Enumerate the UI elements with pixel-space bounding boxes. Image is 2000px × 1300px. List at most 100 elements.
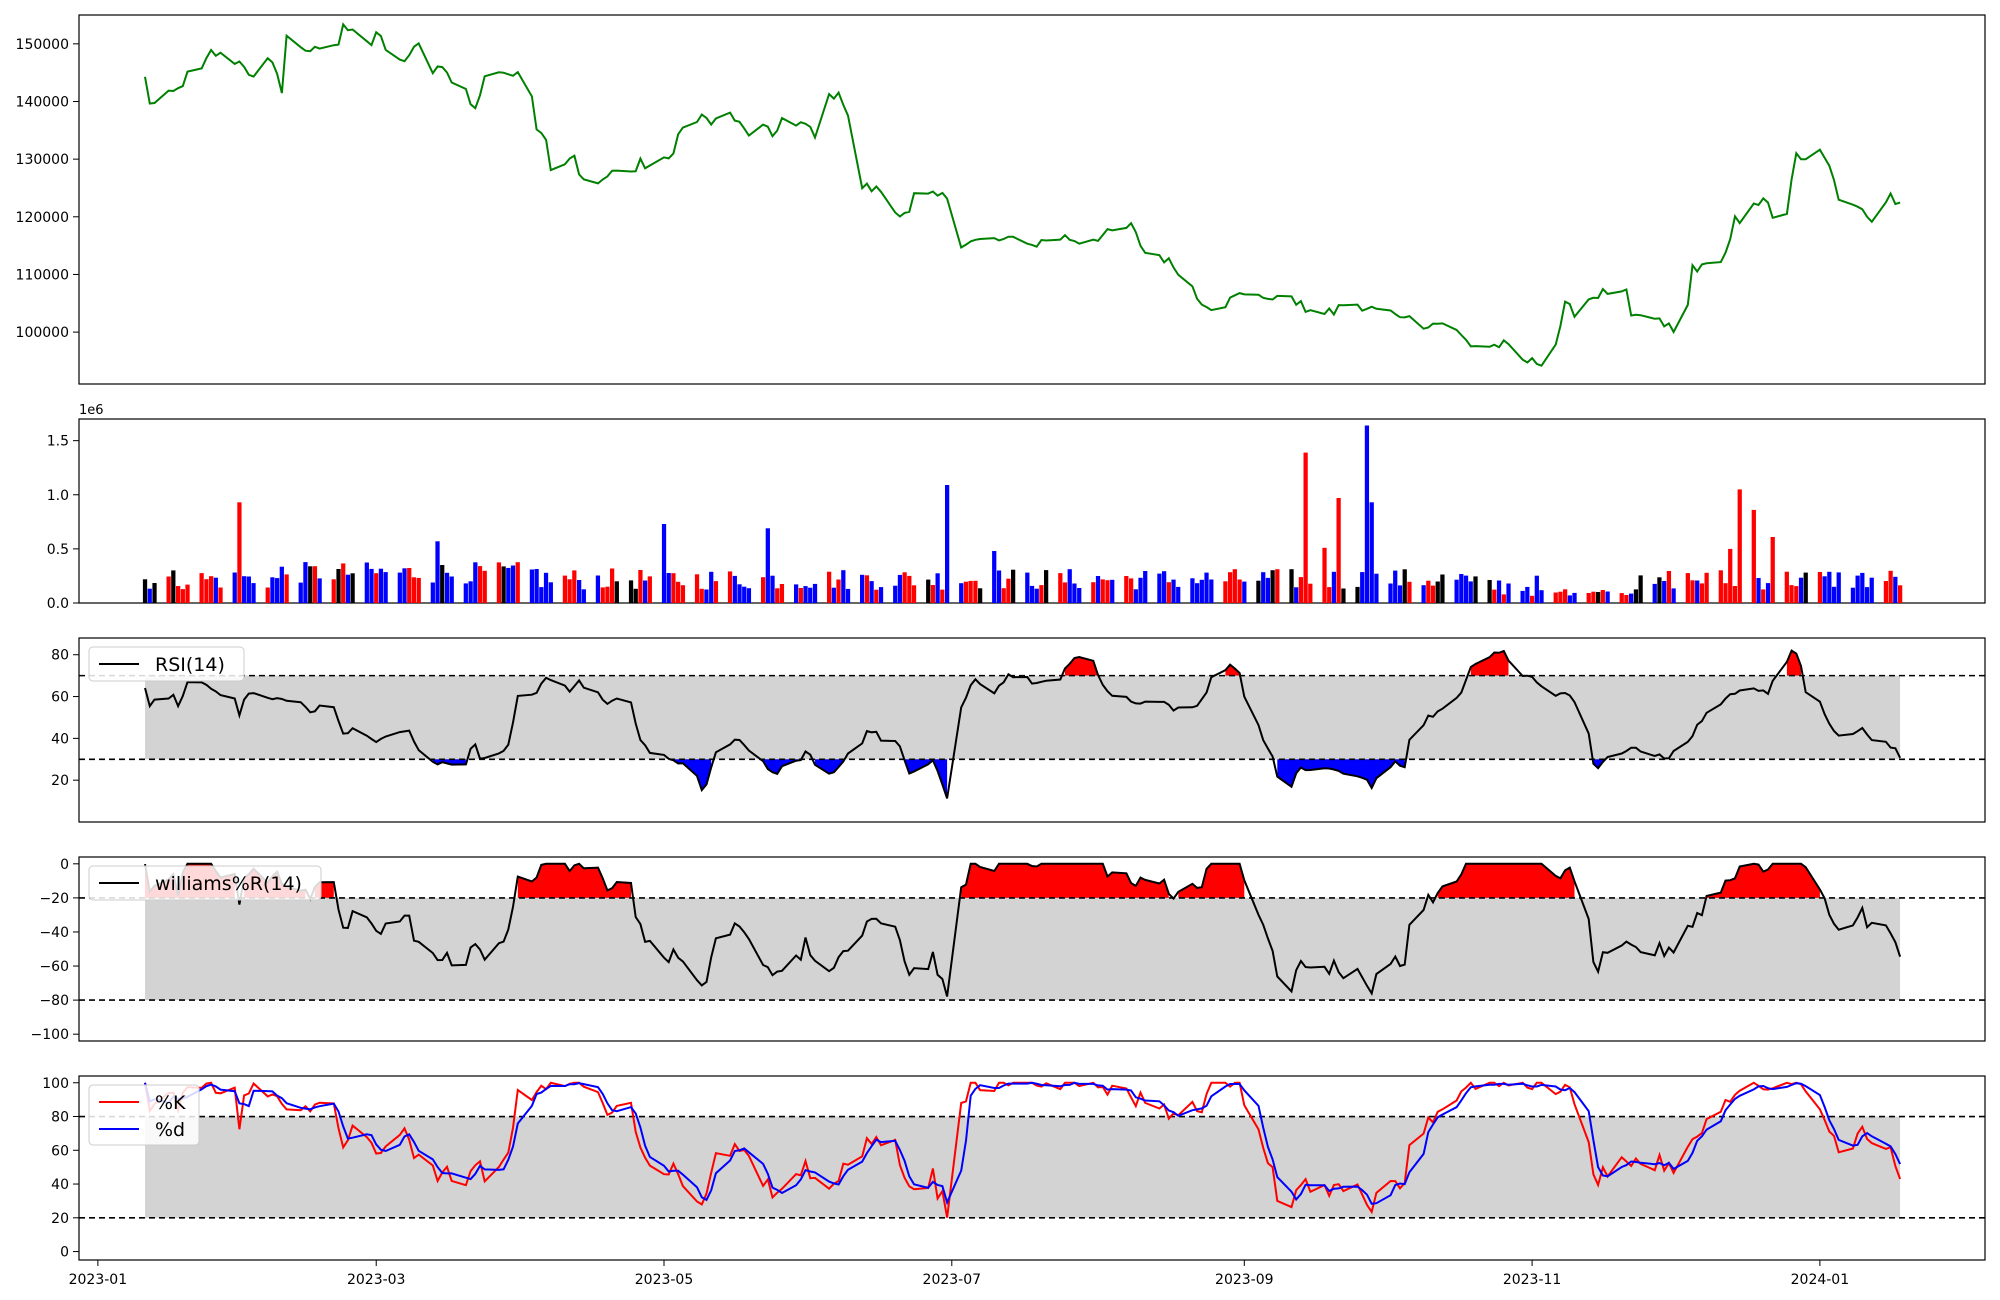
volume-bar [1586,593,1591,603]
volume-bar [1209,579,1214,603]
volume-bar [1898,585,1903,603]
y-tick-label: 60 [51,1143,69,1159]
volume-bar [1133,589,1138,603]
volume-bar [1397,585,1403,603]
volume-bar [312,566,318,603]
volume-bar [1850,587,1856,603]
volume-bar [1695,580,1700,603]
volume-bar [166,576,171,603]
volume-bar [1567,595,1572,603]
volume-bar [676,581,681,603]
volume-bar [1105,580,1110,603]
volume-bar [1468,581,1473,603]
volume-bar [1435,581,1440,603]
volume-bar [878,587,884,603]
volume-bar [218,587,223,603]
volume-bar [1459,574,1464,603]
volume-bar [1440,574,1445,603]
oversold-fill [673,759,712,791]
volume-bar [1765,583,1771,603]
volume-bar [1539,590,1544,603]
volume-bar [496,562,502,603]
volume-bar [1600,590,1605,603]
volume-bar [713,581,719,603]
volume-bar [345,574,351,603]
volume-bar [1162,571,1167,603]
y-tick-label: 0 [60,857,69,873]
volume-bar [1199,579,1204,603]
volume-bar [1794,586,1799,603]
volume-bar [1393,570,1398,603]
volume-bar [543,572,549,603]
volume-bar [1110,579,1115,603]
volume-bar [1294,587,1299,603]
y-tick-label: 130000 [16,152,69,168]
volume-bar [213,577,218,603]
volume-bar [1633,589,1639,603]
volume-bar [1421,585,1426,603]
volume-bar [973,580,978,603]
volume-bar [1605,591,1610,603]
volume-bar [1369,502,1374,603]
volume-bar [874,589,879,603]
volume-bar [246,576,251,603]
volume-bar [1822,576,1827,603]
volume-bar [643,580,648,603]
y-tick-label: −20 [39,891,69,907]
volume-bar [1638,575,1643,603]
volume-bar [308,566,313,603]
y-tick-label: 80 [51,1110,69,1126]
volume-bar [510,565,516,603]
volume-bar [1770,537,1775,603]
d-line [144,1081,1902,1206]
oversold-fill [432,759,466,765]
legend-label: %K [155,1092,186,1114]
volume-bar [704,589,709,603]
volume-bar [548,582,553,603]
volume-bar [534,569,539,603]
volume-bar [808,587,813,603]
volume-bar [397,572,402,603]
volume-bar [1756,578,1761,603]
y-tick-label: −100 [31,1027,69,1043]
volume-bar [1256,580,1261,603]
williams-panel: −100 −80 −60 −40 −20 0 williams%R(14) [31,856,1986,1043]
y-tick-label: 100000 [16,325,69,341]
volume-bar [1388,583,1393,603]
x-tick-label: 2023-01 [69,1272,128,1288]
volume-bar [242,576,247,603]
volume-bar [864,575,870,603]
volume-bar [270,577,275,603]
volume-bar [1129,578,1134,603]
volume-bar [303,562,308,603]
volume-bar [638,570,643,603]
volume-bar [1077,588,1082,603]
volume-bar [968,580,973,603]
volume-bar [1044,570,1049,603]
volume-bar [1463,575,1469,603]
y-tick-label: −40 [39,925,69,941]
volume-bar [1798,577,1804,603]
volume-bar [1364,425,1370,603]
volume-bar [610,568,615,603]
volume-bar [1685,573,1690,603]
volume-bar [1190,578,1195,603]
volume-bar [926,579,931,603]
volume-bar [1402,569,1407,603]
y-tick-label: −60 [39,959,69,975]
volume-bar [317,578,322,603]
overbought-fill [1065,657,1098,676]
volume-bar [1228,572,1233,603]
volume-bar [1270,570,1275,603]
x-tick-label: 2024-01 [1791,1272,1850,1288]
volume-bar [1242,581,1247,603]
volume-bar [841,570,846,603]
volume-bar [1360,572,1365,603]
volume-bar [1265,577,1271,603]
y-tick-label: 1.5 [47,434,69,450]
volume-bar [1331,571,1337,603]
volume-bar [1011,569,1016,603]
volume-bar [628,580,634,603]
volume-bar [501,566,506,603]
x-tick-label: 2023-05 [635,1272,694,1288]
